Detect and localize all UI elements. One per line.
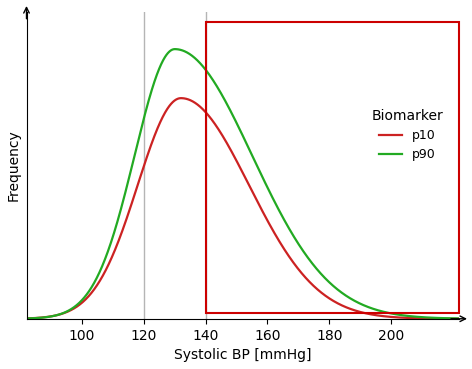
X-axis label: Systolic BP [mmHg]: Systolic BP [mmHg] (174, 348, 312, 362)
p10 (24, 316, 29, 321)
p90 (465, 316, 471, 321)
p90 (46, 314, 52, 319)
p10 (372, 313, 378, 317)
p10 (239, 168, 244, 173)
p10 (465, 317, 471, 321)
p10 (46, 314, 52, 319)
p90 (24, 316, 29, 321)
p10 (227, 146, 233, 151)
p90 (453, 316, 458, 321)
Y-axis label: Frequency: Frequency (7, 130, 21, 201)
p90 (453, 316, 458, 321)
p90 (239, 131, 244, 135)
Line: p90: p90 (26, 49, 468, 318)
p90 (372, 307, 378, 311)
p10 (453, 317, 458, 321)
Line: p10: p10 (26, 98, 468, 319)
p90 (227, 107, 233, 112)
p90 (172, 47, 177, 51)
Bar (206, 21, 459, 313)
p10 (453, 317, 458, 321)
p10 (178, 96, 184, 100)
Legend: p10, p90: p10, p90 (367, 104, 448, 166)
